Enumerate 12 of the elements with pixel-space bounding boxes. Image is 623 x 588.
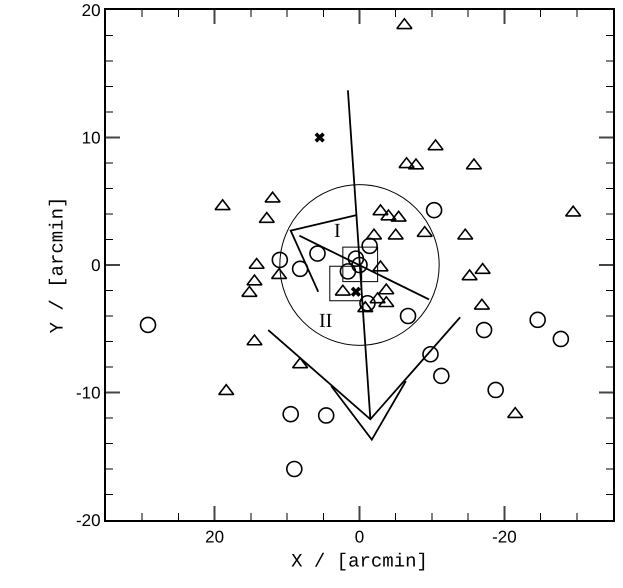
x-tick-label: 20 xyxy=(205,527,224,546)
y-tick-label: -10 xyxy=(76,383,101,402)
y-tick-label: 0 xyxy=(91,256,101,275)
annotation: I xyxy=(334,220,341,242)
x-axis-title: X / [arcmin] xyxy=(291,550,428,573)
y-axis-title: Y / [arcmin] xyxy=(46,196,68,334)
annotation: II xyxy=(319,310,332,332)
y-tick-label: -20 xyxy=(76,510,101,530)
x-tick-label: 0 xyxy=(354,527,364,546)
y-tick-label: 20 xyxy=(82,0,101,20)
x-tick-label: -20 xyxy=(492,527,517,546)
y-tick-label: 10 xyxy=(82,128,101,148)
